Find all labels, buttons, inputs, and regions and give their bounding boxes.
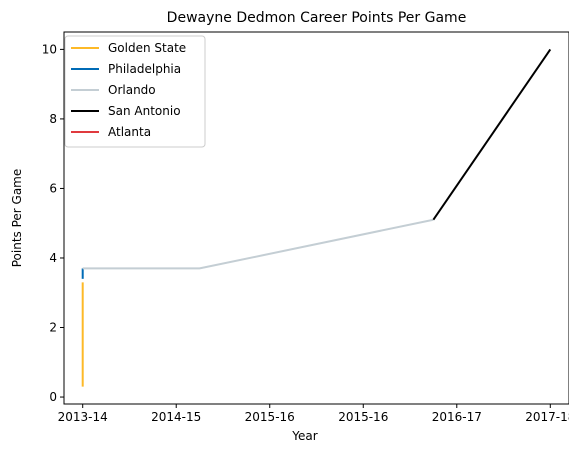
x-tick-label: 2013-14 (58, 410, 108, 424)
legend: Golden State Philadelphia Orlando San Anton… (64, 35, 206, 148)
x-tick-label: 2015-16 (245, 410, 295, 424)
y-tick-label: 4 (49, 251, 57, 265)
legend-label: Golden State (108, 41, 186, 55)
x-tick-label: 2014-15 (151, 410, 201, 424)
series-line-2 (82, 218, 434, 270)
y-tick-label: 0 (49, 390, 57, 404)
y-tick-label: 6 (49, 181, 57, 195)
y-tick-label: 10 (42, 42, 57, 56)
legend-box (64, 35, 206, 148)
legend-label: Atlanta (108, 125, 151, 139)
legend-label: Orlando (108, 83, 156, 97)
legend-label: Philadelphia (108, 62, 181, 76)
series-line-3 (432, 48, 552, 221)
y-tick-label: 8 (49, 112, 57, 126)
legend-label: San Antonio (108, 104, 181, 118)
y-axis: 0 2 4 6 8 10 (42, 42, 64, 404)
y-axis-label: Points Per Game (10, 169, 24, 268)
y-tick-label: 2 (49, 321, 57, 335)
plot-lines (81, 48, 552, 387)
x-tick-label: 2017-18 (525, 410, 569, 424)
x-tick-label: 2016-17 (432, 410, 482, 424)
x-axis-label: Year (291, 429, 317, 443)
chart-title: Dewayne Dedmon Career Points Per Game (167, 10, 467, 26)
plot-frame (63, 31, 569, 405)
x-axis: 2013-14 2014-15 2015-16 2015-16 2016-17 2017-… (58, 404, 569, 424)
x-tick-label: 2015-16 (338, 410, 388, 424)
